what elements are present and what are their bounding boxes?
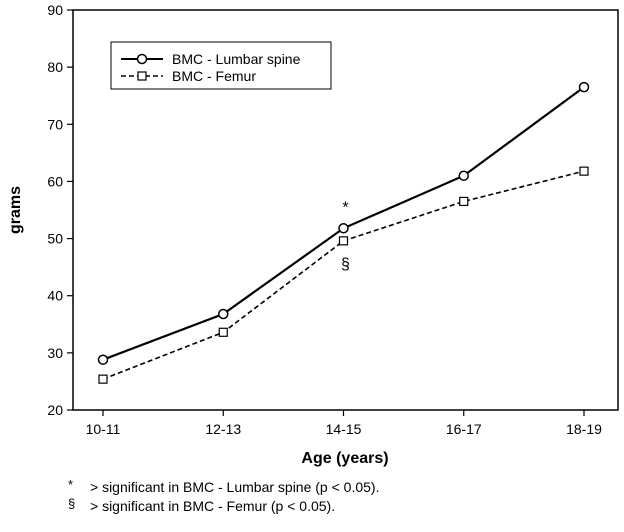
y-axis-title: grams [7, 186, 24, 234]
annotation-layer: *§ [341, 199, 350, 273]
x-tick-label: 14-15 [326, 421, 362, 437]
data-point-square [338, 236, 349, 246]
x-axis-title: Age (years) [301, 450, 388, 467]
chart: 20 30 40 50 60 70 80 90 10-11 12-13 14-15 16-17 18-… [7, 2, 619, 467]
y-tick-label: 60 [47, 173, 63, 189]
y-axis: 20 30 40 50 60 70 80 90 [47, 2, 73, 418]
legend: BMC - Lumbar spine BMC - Femur [110, 41, 332, 90]
significance-marker: * [342, 199, 348, 216]
y-tick-label: 90 [47, 2, 63, 18]
plot-area [72, 9, 619, 411]
footnote-text: > significant in BMC - Femur (p < 0.05). [90, 498, 336, 514]
footnotes: * > significant in BMC - Lumbar spine (p… [68, 477, 380, 516]
x-axis: 10-11 12-13 14-15 16-17 18-19 [86, 410, 602, 437]
data-point-circle [578, 81, 590, 93]
significance-marker: § [341, 256, 350, 273]
data-point-circle [97, 354, 109, 365]
footnote-text: > significant in BMC - Lumbar spine (p <… [90, 479, 380, 495]
y-tick-label: 50 [47, 231, 63, 247]
legend-box [110, 41, 332, 90]
legend-label-femur: BMC - Femur [172, 68, 256, 84]
x-tick-label: 12-13 [205, 421, 241, 437]
legend-label-lumbar: BMC - Lumbar spine [172, 51, 301, 67]
y-tick-label: 80 [47, 59, 63, 75]
x-tick-label: 16-17 [446, 421, 482, 437]
y-tick-label: 70 [47, 116, 63, 132]
y-tick-label: 40 [47, 288, 63, 304]
data-point-square [459, 196, 469, 207]
footnote-lumbar: * > significant in BMC - Lumbar spine (p… [68, 477, 380, 497]
footnote-femur: § > significant in BMC - Femur (p < 0.05… [68, 496, 379, 516]
legend-marker-lumbar [136, 53, 148, 65]
data-point-square [98, 374, 108, 384]
legend-marker-femur [137, 71, 147, 81]
footnote-symbol: § [68, 496, 76, 511]
data-point-circle [338, 223, 349, 234]
data-point-square [218, 327, 228, 337]
data-point-square [579, 166, 589, 176]
data-point-circle [458, 170, 469, 181]
x-tick-label: 10-11 [86, 421, 121, 437]
footnote-symbol: * [68, 477, 74, 492]
y-tick-label: 30 [47, 345, 63, 361]
series-layer [97, 81, 590, 384]
data-point-circle [218, 308, 229, 320]
x-tick-label: 18-19 [566, 421, 602, 437]
y-tick-label: 20 [47, 402, 63, 418]
